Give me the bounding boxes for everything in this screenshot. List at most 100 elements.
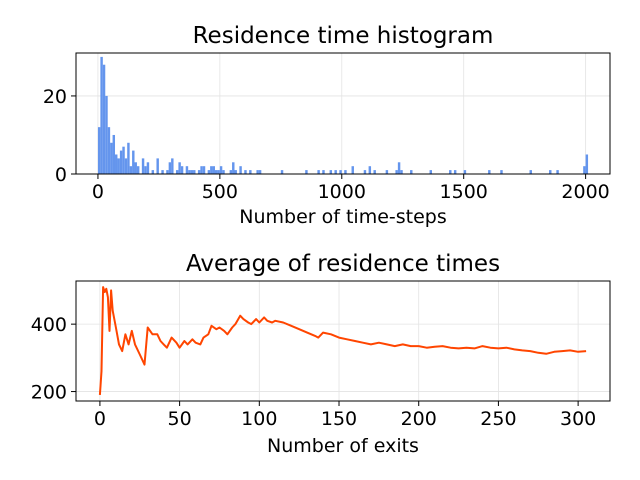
histogram-bar <box>146 162 150 174</box>
histogram-bar <box>127 142 130 174</box>
histogram-bar <box>583 166 586 174</box>
histogram-bar <box>217 170 220 174</box>
histogram-bar <box>395 170 398 174</box>
average-panel: 0 50 100 150 200 250 300 200 400 Average of resi… <box>31 251 611 457</box>
average-y-tick-label: 200 <box>31 382 67 404</box>
histogram-bar <box>193 170 196 174</box>
histogram-bars <box>97 56 589 174</box>
histogram-bar <box>156 158 159 174</box>
histogram-bar <box>585 154 589 174</box>
histogram-bar <box>112 134 116 174</box>
histogram-x-tick-label: 1000 <box>318 181 366 203</box>
average-ticks: 0 50 100 150 200 250 300 200 400 <box>31 314 597 430</box>
histogram-bar <box>102 64 106 174</box>
histogram-bar <box>232 162 235 174</box>
average-title: Average of residence times <box>186 251 500 277</box>
histogram-bar <box>207 170 211 174</box>
histogram-bar <box>453 170 457 174</box>
histogram-bar <box>239 166 242 174</box>
histogram-bar <box>141 158 145 174</box>
histogram-bar <box>556 170 559 174</box>
histogram-bar <box>463 170 467 174</box>
average-y-tick-label: 400 <box>31 314 67 336</box>
histogram-x-tick-label: 500 <box>202 181 238 203</box>
histogram-bar <box>200 166 203 174</box>
average-grid <box>76 281 610 401</box>
histogram-bar <box>161 170 164 174</box>
histogram-bar <box>351 166 354 174</box>
histogram-bar <box>168 162 172 174</box>
histogram-title: Residence time histogram <box>193 23 494 49</box>
histogram-bar <box>124 158 128 174</box>
histogram-bar <box>190 170 194 174</box>
histogram-x-tick-label: 0 <box>92 181 104 203</box>
histogram-bar <box>500 170 503 174</box>
histogram-bar <box>329 170 333 174</box>
histogram-bar <box>166 170 169 174</box>
histogram-bar <box>549 170 552 174</box>
histogram-bar <box>110 142 113 174</box>
histogram-bar <box>136 166 140 174</box>
histogram-panel: 0 500 1000 1500 2000 0 20 Residence time histo… <box>43 23 611 228</box>
histogram-bar <box>249 170 252 174</box>
histogram-bar <box>171 158 174 174</box>
histogram-bar <box>188 170 191 174</box>
histogram-bar <box>229 170 233 174</box>
histogram-grid <box>76 53 610 175</box>
histogram-bar <box>363 170 367 174</box>
histogram-bar <box>256 170 259 174</box>
histogram-bar <box>449 170 452 174</box>
histogram-bar <box>119 150 123 174</box>
histogram-bar <box>397 162 401 174</box>
histogram-bar <box>134 162 137 174</box>
histogram-bar <box>129 166 133 174</box>
histogram-bar <box>151 170 155 174</box>
histogram-bar <box>175 170 179 174</box>
histogram-ticks: 0 500 1000 1500 2000 0 20 <box>43 86 610 203</box>
histogram-bar <box>344 170 347 174</box>
histogram-bar <box>100 56 103 174</box>
histogram-bar <box>305 170 308 174</box>
histogram-bar <box>385 170 389 174</box>
histogram-bar <box>210 166 213 174</box>
histogram-bar <box>107 127 111 174</box>
average-x-tick-label: 200 <box>401 408 437 430</box>
histogram-bar <box>400 170 403 174</box>
average-series-line <box>98 286 587 395</box>
average-x-tick-label: 300 <box>560 408 596 430</box>
histogram-bar <box>219 166 223 174</box>
histogram-bar <box>105 95 108 174</box>
average-x-tick-label: 100 <box>241 408 277 430</box>
histogram-axes-frame <box>75 52 611 175</box>
histogram-bar <box>97 127 101 174</box>
histogram-bar <box>197 170 201 174</box>
histogram-bar <box>410 170 413 174</box>
histogram-y-tick-label: 20 <box>43 86 67 108</box>
histogram-bar <box>214 170 218 174</box>
histogram-bar <box>132 150 135 174</box>
histogram-bar <box>212 166 215 174</box>
histogram-bar <box>122 146 125 174</box>
histogram-y-tick-label: 0 <box>55 164 67 186</box>
histogram-bar <box>244 170 247 174</box>
histogram-bar <box>317 170 320 174</box>
histogram-bar <box>117 158 120 174</box>
histogram-bar <box>334 170 337 174</box>
histogram-bar <box>234 170 237 174</box>
histogram-x-axis-label: Number of time-steps <box>239 206 447 228</box>
histogram-bar <box>178 162 181 174</box>
histogram-bar <box>202 166 206 174</box>
histogram-bar <box>373 170 376 174</box>
histogram-x-tick-label: 1500 <box>440 181 488 203</box>
average-x-tick-label: 150 <box>321 408 357 430</box>
average-axes-frame <box>75 280 611 402</box>
average-x-axis-label: Number of exits <box>267 435 419 457</box>
histogram-bar <box>322 170 325 174</box>
histogram-bar <box>339 170 342 174</box>
average-x-tick-label: 50 <box>168 408 192 430</box>
histogram-bar <box>529 170 532 174</box>
average-x-tick-label: 250 <box>480 408 516 430</box>
histogram-bar <box>144 166 147 174</box>
histogram-bar <box>258 170 262 174</box>
